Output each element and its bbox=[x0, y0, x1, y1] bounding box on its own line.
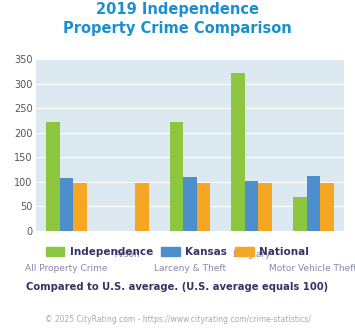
Bar bbox=[46, 122, 60, 231]
Text: Motor Vehicle Theft: Motor Vehicle Theft bbox=[269, 264, 355, 273]
Bar bbox=[135, 183, 148, 231]
Text: All Property Crime: All Property Crime bbox=[25, 264, 108, 273]
Bar bbox=[245, 181, 258, 231]
Bar bbox=[183, 177, 197, 231]
Text: © 2025 CityRating.com - https://www.cityrating.com/crime-statistics/: © 2025 CityRating.com - https://www.city… bbox=[45, 315, 310, 324]
Bar bbox=[258, 183, 272, 231]
Text: Arson: Arson bbox=[115, 250, 141, 259]
Text: Larceny & Theft: Larceny & Theft bbox=[154, 264, 226, 273]
Bar bbox=[320, 183, 334, 231]
Legend: Independence, Kansas, National: Independence, Kansas, National bbox=[42, 243, 313, 261]
Bar bbox=[231, 73, 245, 231]
Text: Compared to U.S. average. (U.S. average equals 100): Compared to U.S. average. (U.S. average … bbox=[26, 282, 329, 292]
Bar bbox=[170, 122, 183, 231]
Text: Burglary: Burglary bbox=[233, 250, 271, 259]
Bar bbox=[293, 197, 307, 231]
Bar bbox=[307, 176, 320, 231]
Bar bbox=[197, 183, 210, 231]
Text: 2019 Independence: 2019 Independence bbox=[96, 2, 259, 16]
Bar bbox=[60, 178, 73, 231]
Bar bbox=[73, 183, 87, 231]
Text: Property Crime Comparison: Property Crime Comparison bbox=[63, 21, 292, 36]
